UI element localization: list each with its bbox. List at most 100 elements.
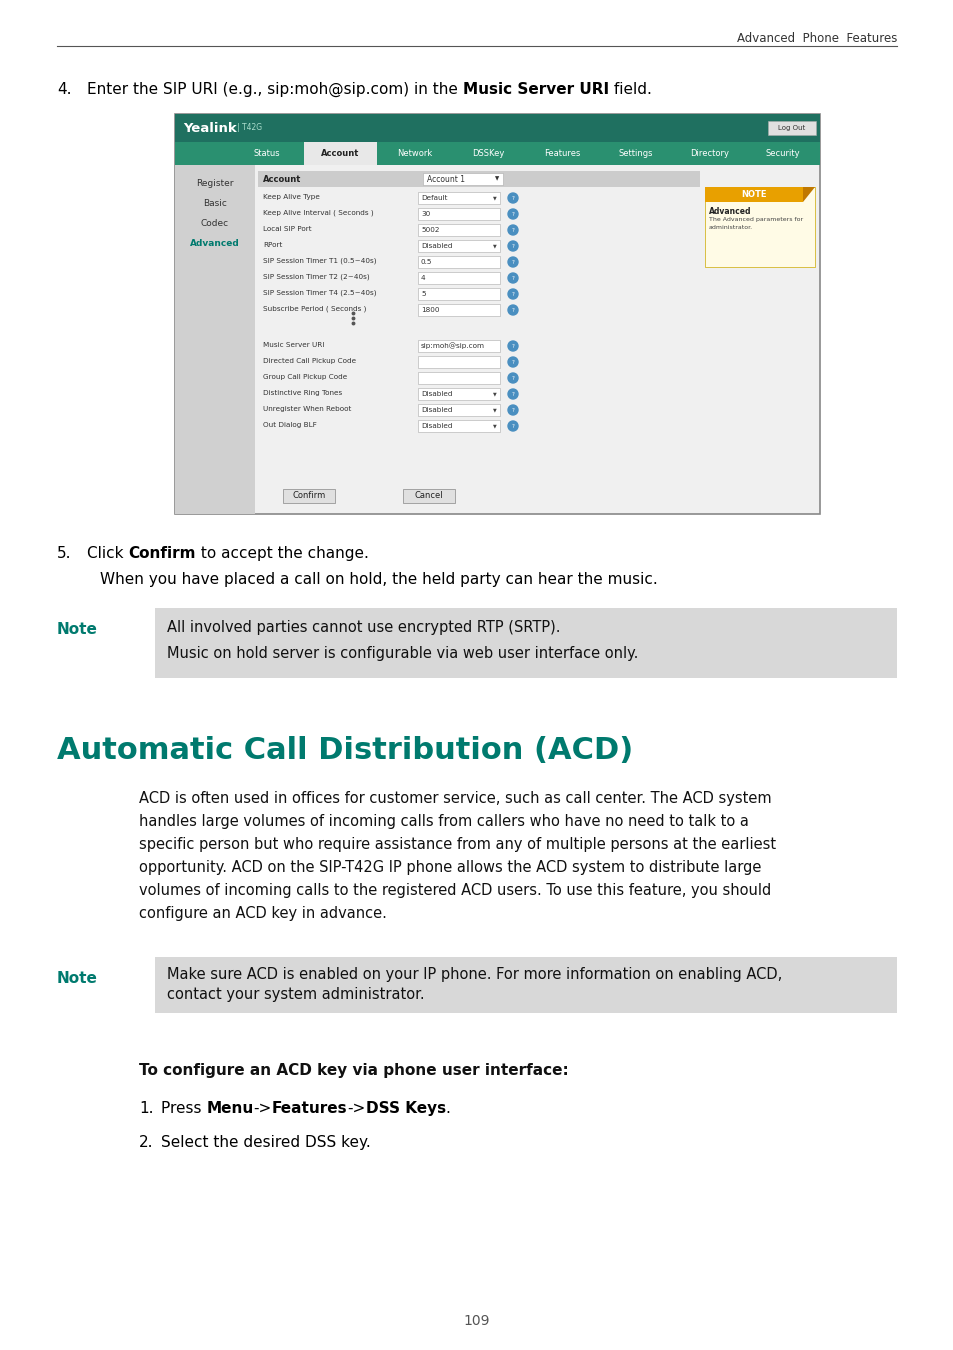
Text: Confirm: Confirm (292, 491, 325, 501)
Bar (417, 240, 499, 252)
Text: ACD is often used in offices for customer service, such as call center. The ACD : ACD is often used in offices for custome… (139, 791, 771, 806)
Text: DSS Keys: DSS Keys (365, 1102, 445, 1116)
Text: Default: Default (420, 194, 447, 201)
Bar (417, 304, 499, 316)
Bar (283, 489, 335, 504)
Text: opportunity. ACD on the SIP-T42G IP phone allows the ACD system to distribute la: opportunity. ACD on the SIP-T42G IP phon… (139, 860, 760, 875)
Bar (704, 188, 802, 202)
Text: ?: ? (511, 424, 514, 428)
Text: .: . (445, 1102, 450, 1116)
Text: ->: -> (253, 1102, 272, 1116)
Polygon shape (802, 188, 814, 202)
Bar (417, 192, 499, 204)
Circle shape (507, 256, 517, 267)
Text: Click: Click (87, 545, 129, 562)
Text: ▼: ▼ (493, 408, 497, 413)
Text: ?: ? (511, 259, 514, 265)
Bar (417, 271, 499, 284)
Text: Account 1: Account 1 (427, 174, 464, 184)
Bar (417, 340, 499, 352)
Text: Basic: Basic (203, 198, 227, 208)
Text: Disabled: Disabled (420, 423, 452, 429)
Text: 5: 5 (420, 292, 425, 297)
Text: RPort: RPort (263, 242, 282, 248)
Text: ▼: ▼ (493, 243, 497, 248)
Text: ▼: ▼ (493, 392, 497, 397)
Text: The Advanced parameters for: The Advanced parameters for (708, 217, 802, 221)
Text: 30: 30 (420, 211, 430, 217)
Text: All involved parties cannot use encrypted RTP (SRTP).: All involved parties cannot use encrypte… (167, 620, 560, 634)
Text: Advanced  Phone  Features: Advanced Phone Features (736, 32, 896, 45)
Text: Disabled: Disabled (420, 243, 452, 248)
Circle shape (507, 209, 517, 219)
Text: Unregister When Reboot: Unregister When Reboot (263, 406, 351, 412)
Text: 4.: 4. (57, 82, 71, 97)
Text: ?: ? (511, 212, 514, 216)
Text: Cancel: Cancel (415, 491, 443, 501)
Text: Note: Note (57, 622, 98, 637)
Text: volumes of incoming calls to the registered ACD users. To use this feature, you : volumes of incoming calls to the registe… (139, 883, 770, 898)
Bar (303, 142, 377, 165)
Circle shape (507, 356, 517, 367)
Text: Log Out: Log Out (778, 126, 804, 131)
Text: Make sure ACD is enabled on your IP phone. For more information on enabling ACD,: Make sure ACD is enabled on your IP phon… (167, 967, 781, 981)
Circle shape (507, 242, 517, 251)
Text: Out Dialog BLF: Out Dialog BLF (263, 423, 316, 428)
Circle shape (507, 342, 517, 351)
Text: Music Server URI: Music Server URI (462, 82, 608, 97)
Text: Advanced: Advanced (708, 207, 751, 216)
Bar (402, 489, 455, 504)
Text: Disabled: Disabled (420, 406, 452, 413)
Text: ▼: ▼ (493, 196, 497, 201)
Text: When you have placed a call on hold, the held party can hear the music.: When you have placed a call on hold, the… (100, 572, 657, 587)
Text: sip:moh@sip.com: sip:moh@sip.com (420, 343, 484, 350)
Text: Account: Account (321, 148, 359, 158)
Text: Account: Account (263, 174, 301, 184)
Bar (174, 142, 820, 165)
Text: ?: ? (511, 196, 514, 201)
Circle shape (507, 405, 517, 414)
Circle shape (507, 421, 517, 431)
Bar (417, 256, 499, 269)
Text: Note: Note (57, 971, 98, 986)
Text: 5.: 5. (57, 545, 71, 562)
Circle shape (507, 373, 517, 383)
Bar (174, 113, 820, 142)
Text: Features: Features (272, 1102, 347, 1116)
Text: ->: -> (347, 1102, 365, 1116)
Text: ?: ? (511, 243, 514, 248)
Text: ?: ? (511, 292, 514, 297)
Text: Distinctive Ring Tones: Distinctive Ring Tones (263, 390, 342, 396)
Text: ?: ? (511, 343, 514, 348)
Text: | T42G: | T42G (236, 123, 262, 132)
Circle shape (507, 225, 517, 235)
Text: ▼: ▼ (495, 177, 498, 181)
Text: Keep Alive Type: Keep Alive Type (263, 194, 319, 200)
Bar (174, 113, 820, 514)
Bar (417, 288, 499, 300)
Text: Group Call Pickup Code: Group Call Pickup Code (263, 374, 347, 379)
Bar (417, 356, 499, 369)
Text: administrator.: administrator. (708, 225, 752, 230)
Text: ?: ? (511, 308, 514, 312)
Bar (422, 173, 502, 185)
Text: Menu: Menu (206, 1102, 253, 1116)
Circle shape (507, 389, 517, 400)
Text: Directory: Directory (689, 148, 728, 158)
Text: specific person but who require assistance from any of multiple persons at the e: specific person but who require assistan… (139, 837, 776, 852)
Text: To configure an ACD key via phone user interface:: To configure an ACD key via phone user i… (139, 1062, 568, 1079)
Circle shape (507, 273, 517, 284)
Text: contact your system administrator.: contact your system administrator. (167, 987, 424, 1002)
Text: NOTE: NOTE (740, 190, 766, 198)
Bar (417, 420, 499, 432)
Text: Music Server URI: Music Server URI (263, 342, 324, 348)
Text: Network: Network (396, 148, 432, 158)
Text: 4: 4 (420, 275, 425, 281)
Bar (704, 188, 814, 267)
Text: handles large volumes of incoming calls from callers who have no need to talk to: handles large volumes of incoming calls … (139, 814, 748, 829)
Text: Music on hold server is configurable via web user interface only.: Music on hold server is configurable via… (167, 647, 638, 662)
Text: ?: ? (511, 375, 514, 381)
Text: Confirm: Confirm (129, 545, 195, 562)
Bar (154, 957, 896, 1012)
Text: to accept the change.: to accept the change. (195, 545, 369, 562)
